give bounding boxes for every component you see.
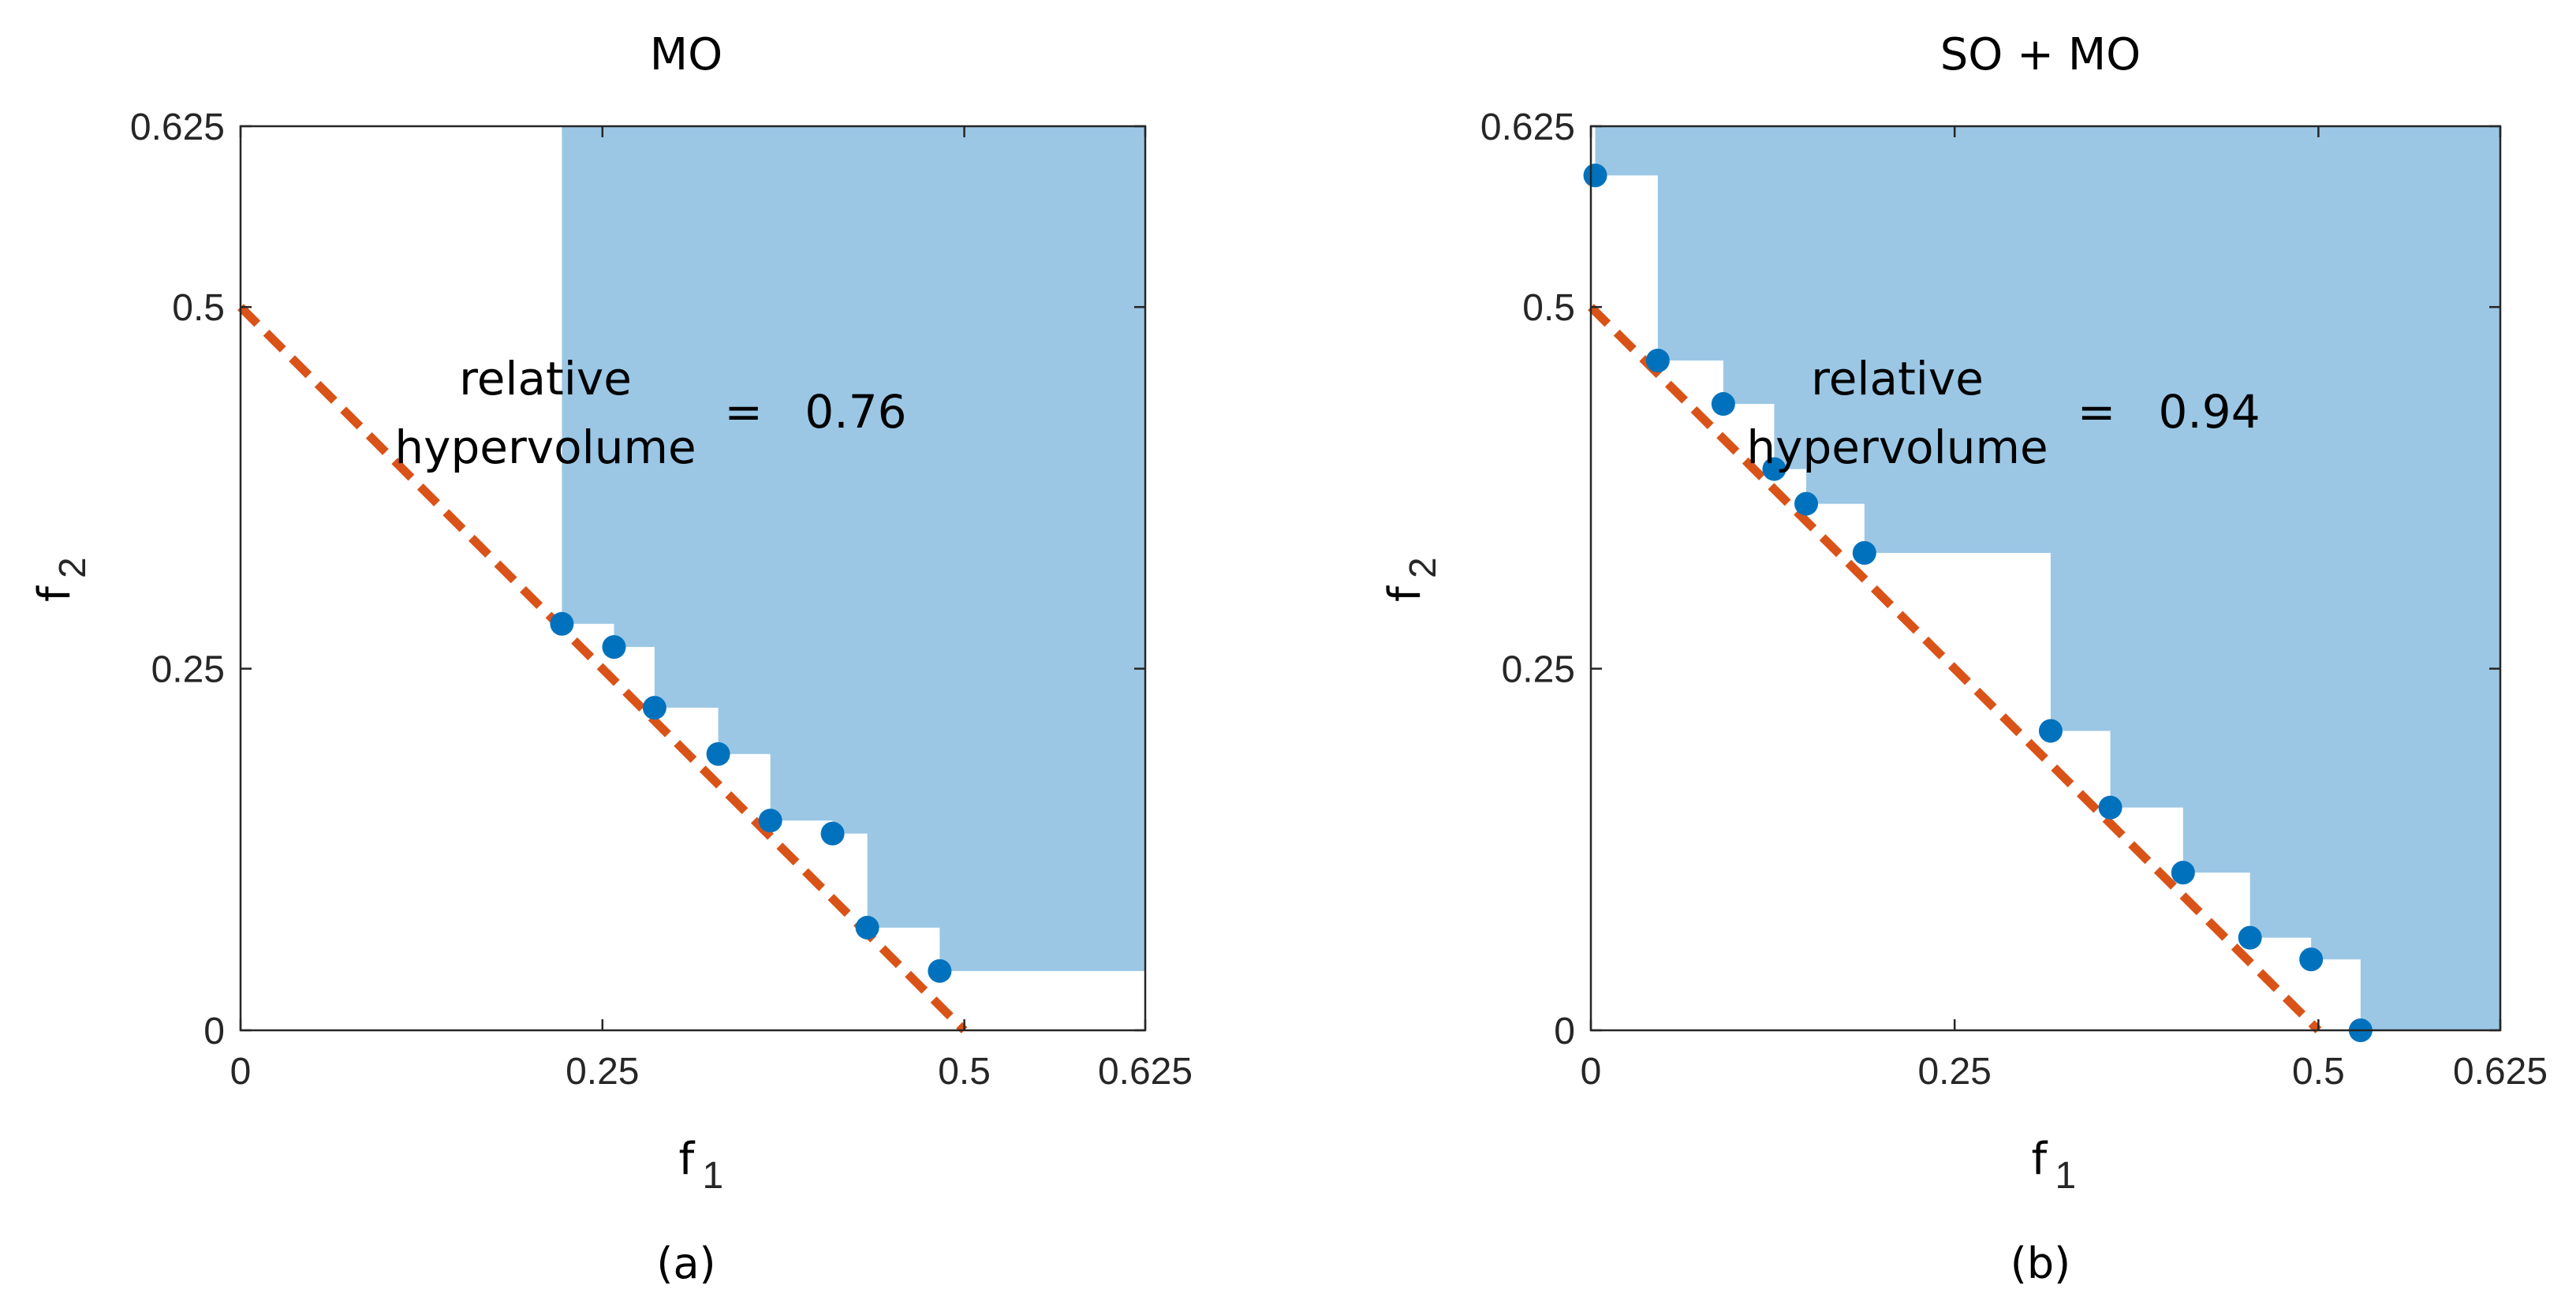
annotation-value: 0.76: [805, 385, 906, 439]
data-point: [2098, 795, 2122, 820]
data-point: [820, 821, 845, 846]
data-point: [758, 809, 782, 833]
y-tick-label: 0: [1554, 1011, 1575, 1052]
data-point: [2299, 947, 2324, 972]
data-point: [1852, 540, 1876, 565]
x-tick-label: 0.25: [1917, 1051, 1991, 1093]
hypervolume-region: [562, 126, 1145, 971]
axes-box: [239, 125, 1147, 1032]
annotation-line1: relative: [1811, 352, 1984, 405]
x-tick-label: 0.625: [1098, 1051, 1193, 1093]
data-point: [550, 611, 574, 636]
panel-caption: (b): [2010, 1239, 2070, 1288]
data-point: [1645, 349, 1670, 373]
data-point: [706, 742, 730, 766]
reference-line: [1588, 304, 2322, 1033]
data-point: [642, 696, 666, 720]
chart-title: SO + MO: [1940, 29, 2141, 80]
y-axis-label: f: [29, 585, 80, 602]
x-axis-label-subscript: 1: [2055, 1155, 2077, 1197]
annotation-line1: relative: [459, 352, 632, 405]
y-axis-label: f: [1379, 585, 1431, 602]
chart-title: MO: [650, 29, 722, 80]
hypervolume-region: [1595, 126, 2500, 1030]
y-tick-label: 0: [203, 1011, 225, 1052]
data-point: [1711, 392, 1735, 417]
x-tick-label: 0: [230, 1051, 252, 1093]
y-tick-label: 0.625: [130, 107, 225, 148]
y-tick-label: 0.5: [1522, 287, 1575, 329]
data-point: [1583, 163, 1607, 188]
y-axis-label-subscript: 2: [1402, 557, 1444, 578]
y-tick-label: 0.5: [172, 287, 225, 329]
x-axis-label: f: [679, 1134, 696, 1185]
x-tick-label: 0: [1581, 1051, 1602, 1093]
x-axis-label: f: [2032, 1134, 2048, 1185]
data-point: [2038, 719, 2063, 743]
axes-box: [1589, 125, 2502, 1032]
y-axis-label-group: f2: [29, 557, 94, 602]
reference-line: [237, 304, 968, 1033]
data-point: [2171, 861, 2195, 885]
panel-caption: (a): [656, 1239, 715, 1288]
annotation-line2: hypervolume: [394, 420, 696, 474]
y-tick-label: 0.625: [1480, 107, 1575, 148]
x-tick-label: 0.5: [2292, 1051, 2345, 1093]
annotation-value: 0.94: [2158, 385, 2260, 439]
data-point: [602, 635, 626, 660]
y-axis-label-group: f2: [1379, 557, 1444, 602]
x-axis-label-subscript: 1: [703, 1155, 724, 1197]
annotation-line2: hypervolume: [1746, 420, 2048, 474]
data-point: [1762, 457, 1786, 481]
y-axis-label-subscript: 2: [52, 557, 94, 578]
x-tick-label: 0.25: [566, 1051, 639, 1093]
data-point: [1794, 491, 1819, 516]
y-tick-label: 0.25: [1502, 649, 1575, 691]
annotation-equals: =: [724, 385, 763, 439]
annotation-equals: =: [2078, 385, 2116, 439]
data-point: [855, 915, 879, 940]
x-tick-label: 0.5: [938, 1051, 991, 1093]
data-point: [928, 959, 952, 983]
y-tick-label: 0.25: [151, 649, 225, 691]
data-point: [2238, 925, 2262, 950]
x-tick-label: 0.625: [2453, 1051, 2548, 1093]
